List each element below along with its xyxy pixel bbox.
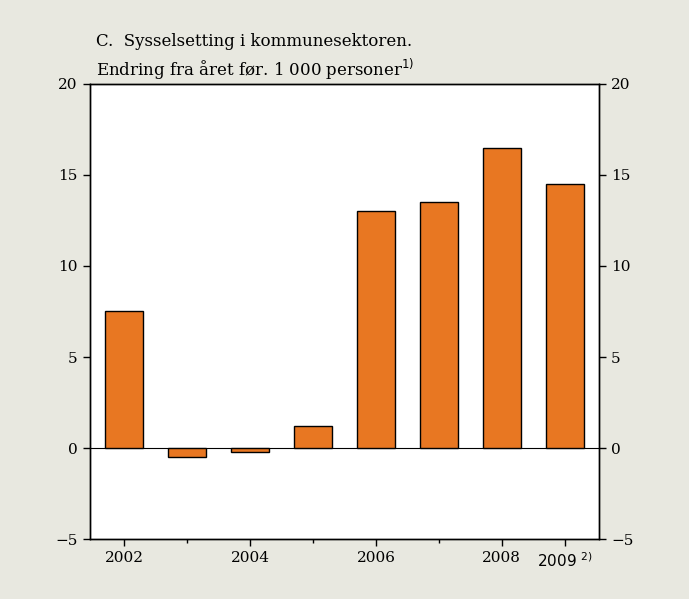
Bar [357,211,395,448]
Bar [420,202,457,448]
Bar [546,184,584,448]
Bar [483,147,521,448]
Bar [232,448,269,452]
Bar [168,448,206,457]
Bar [105,311,143,448]
Bar [294,426,332,448]
Text: C.  Sysselsetting i kommunesektoren.: C. Sysselsetting i kommunesektoren. [96,33,413,50]
Text: Endring fra året før. 1 000 personer$^{1)}$: Endring fra året før. 1 000 personer$^{1… [96,57,415,82]
